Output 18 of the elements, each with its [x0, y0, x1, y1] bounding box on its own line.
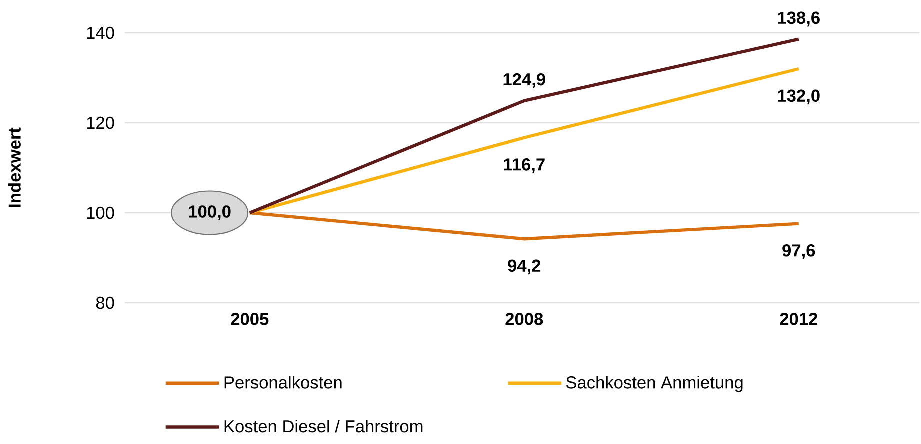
legend-label: Sachkosten Anmietung — [566, 376, 743, 392]
data-label: 124,9 — [504, 73, 546, 88]
data-label: 132,0 — [778, 90, 820, 104]
data-label: 116,7 — [504, 158, 545, 174]
data-label: 138,6 — [778, 12, 820, 27]
data-label: 97,6 — [782, 244, 816, 260]
legend-label: Kosten Diesel / Fahrstrom — [224, 420, 423, 433]
x-tick-label: 2008 — [506, 313, 544, 326]
legend-label: Personalkosten — [224, 376, 342, 389]
y-tick-label: 140 — [87, 26, 114, 40]
y-tick-label: 120 — [87, 116, 114, 130]
y-axis-title: Indexwert — [8, 128, 21, 208]
y-tick-label: 100 — [87, 206, 114, 220]
y-tick-label: 80 — [96, 296, 114, 310]
x-tick-label: 2012 — [780, 313, 818, 326]
x-tick-label: 2005 — [231, 313, 269, 326]
data-label: 100,0 — [189, 206, 231, 220]
data-label: 94,2 — [508, 260, 541, 275]
